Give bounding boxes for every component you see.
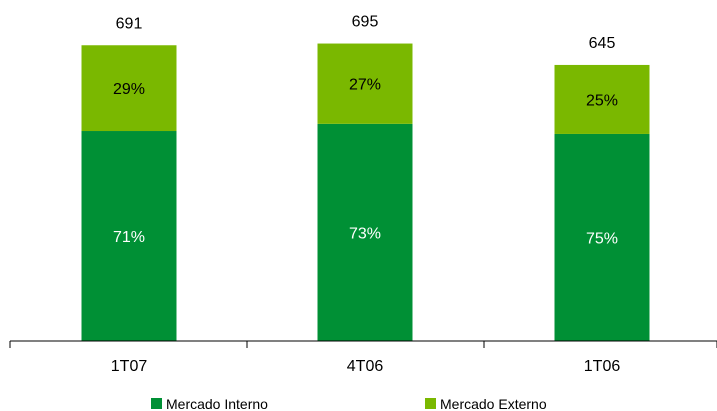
bar-segment-mercado-externo-1t06 (554, 64, 650, 134)
bar-segment-mercado-interno-1t07 (81, 131, 177, 341)
legend-label-mercado-interno: Mercado Interno (166, 396, 268, 411)
bar-segment-mercado-externo-4t06 (317, 43, 413, 124)
x-axis-ticks (9, 341, 717, 348)
x-tick-label-1t06: 1T06 (584, 358, 621, 375)
x-tick-label-1t07: 1T07 (111, 358, 148, 375)
segment-label-mercado-externo-1t07: 29% (113, 81, 145, 98)
bar-segment-mercado-interno-4t06 (317, 123, 413, 341)
total-label-1t07: 691 (116, 15, 143, 32)
x-tick-label-4t06: 4T06 (347, 358, 384, 375)
segment-label-mercado-externo-4t06: 27% (349, 77, 381, 94)
labels-layer: 71% 29% 691 73% 27% 695 75% 25% 645 (113, 14, 618, 248)
bar-segment-mercado-externo-1t07 (81, 45, 177, 132)
legend-label-mercado-externo: Mercado Externo (440, 396, 547, 411)
bar-segment-mercado-interno-1t06 (554, 133, 650, 341)
segment-label-mercado-interno-4t06: 73% (349, 225, 381, 242)
total-label-4t06: 695 (352, 14, 379, 31)
legend-swatch-mercado-externo (425, 398, 436, 409)
legend: Mercado Interno Mercado Externo (151, 396, 547, 411)
legend-swatch-mercado-interno (151, 398, 162, 409)
segment-label-mercado-externo-1t06: 25% (586, 92, 618, 109)
segment-label-mercado-interno-1t06: 75% (586, 230, 618, 247)
bars-layer (81, 43, 650, 341)
x-axis-labels: 1T07 4T06 1T06 (111, 358, 621, 375)
total-label-1t06: 645 (589, 35, 616, 52)
segment-label-mercado-interno-1t07: 71% (113, 229, 145, 246)
